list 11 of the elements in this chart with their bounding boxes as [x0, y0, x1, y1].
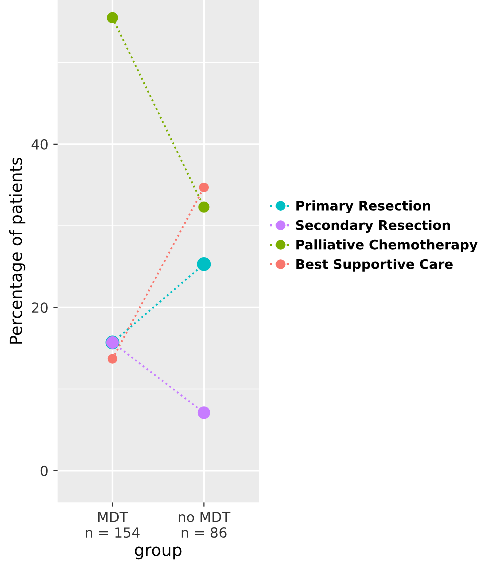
- y-axis-title: Percentage of patients: [9, 158, 26, 344]
- legend-label: Palliative Chemotherapy: [296, 240, 478, 252]
- x-axis-title: group: [135, 546, 182, 560]
- x-tick-label: MDT n = 154: [86, 512, 140, 538]
- x-tick-label: no MDT n = 86: [178, 512, 231, 538]
- y-tick-label: 20: [32, 302, 48, 314]
- y-tick-label: 0: [40, 466, 48, 476]
- legend-label: Best Supportive Care: [296, 259, 453, 272]
- legend-label: Secondary Resection: [296, 220, 450, 234]
- legend-label: Primary Resection: [296, 200, 430, 214]
- y-tick-label: 40: [32, 139, 48, 150]
